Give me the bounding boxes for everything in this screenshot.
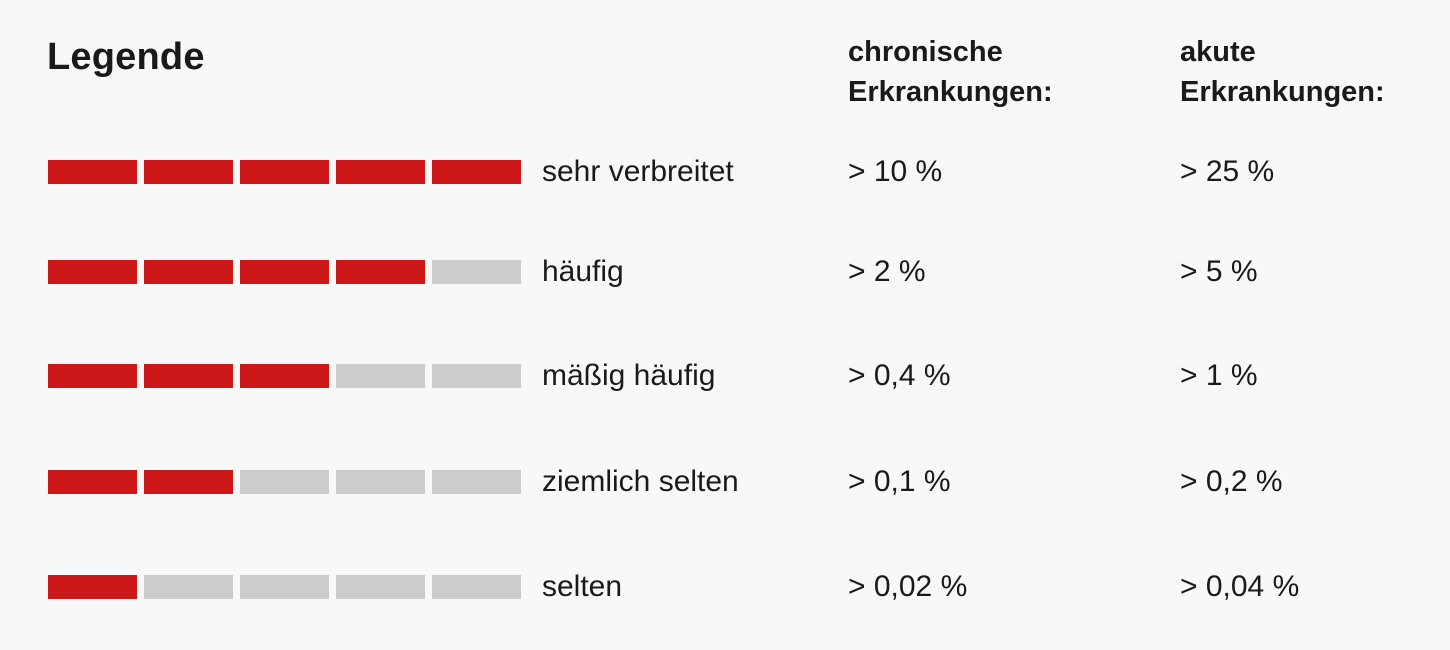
frequency-bar	[48, 470, 521, 494]
acute-threshold: > 0,04 %	[1180, 570, 1300, 603]
column-header-chronic-line1: chronische	[848, 36, 1003, 68]
chronic-threshold: > 0,1 %	[848, 465, 951, 498]
chronic-threshold: > 0,4 %	[848, 359, 951, 392]
chronic-threshold: > 10 %	[848, 155, 943, 188]
bar-segment-filled	[144, 160, 233, 184]
bar-segment-filled	[48, 575, 137, 599]
bar-segment-filled	[48, 260, 137, 284]
legend-row: mäßig häufig > 0,4 % > 1 %	[0, 346, 1450, 406]
chronic-threshold: > 2 %	[848, 255, 926, 288]
column-header-chronic: chronische Erkrankungen:	[848, 32, 1053, 112]
bar-segment-filled	[336, 160, 425, 184]
frequency-label: sehr verbreitet	[542, 155, 734, 188]
legend-row: selten > 0,02 % > 0,04 %	[0, 557, 1450, 617]
bar-segment-empty	[432, 260, 521, 284]
bar-segment-filled	[144, 260, 233, 284]
frequency-label: häufig	[542, 255, 624, 288]
bar-segment-filled	[144, 470, 233, 494]
bar-segment-empty	[240, 470, 329, 494]
bar-segment-empty	[240, 575, 329, 599]
bar-segment-filled	[240, 364, 329, 388]
bar-segment-filled	[240, 160, 329, 184]
bar-segment-filled	[240, 260, 329, 284]
column-header-acute-line2: Erkrankungen:	[1180, 76, 1385, 108]
legend-row: sehr verbreitet > 10 % > 25 %	[0, 142, 1450, 202]
bar-segment-filled	[144, 364, 233, 388]
chronic-threshold: > 0,02 %	[848, 570, 968, 603]
frequency-bar	[48, 260, 521, 284]
column-header-acute: akute Erkrankungen:	[1180, 32, 1385, 112]
frequency-label: mäßig häufig	[542, 359, 716, 392]
legend-title: Legende	[47, 36, 205, 78]
column-header-chronic-line2: Erkrankungen:	[848, 76, 1053, 108]
bar-segment-empty	[144, 575, 233, 599]
bar-segment-empty	[336, 575, 425, 599]
bar-segment-filled	[48, 160, 137, 184]
acute-threshold: > 0,2 %	[1180, 465, 1283, 498]
frequency-bar	[48, 160, 521, 184]
bar-segment-empty	[336, 470, 425, 494]
acute-threshold: > 5 %	[1180, 255, 1258, 288]
acute-threshold: > 25 %	[1180, 155, 1275, 188]
bar-segment-filled	[432, 160, 521, 184]
bar-segment-empty	[432, 575, 521, 599]
frequency-label: ziemlich selten	[542, 465, 739, 498]
frequency-bar	[48, 364, 521, 388]
acute-threshold: > 1 %	[1180, 359, 1258, 392]
frequency-label: selten	[542, 570, 623, 603]
bar-segment-empty	[336, 364, 425, 388]
column-header-acute-line1: akute	[1180, 36, 1256, 68]
bar-segment-filled	[48, 470, 137, 494]
bar-segment-filled	[48, 364, 137, 388]
bar-segment-empty	[432, 470, 521, 494]
legend-row: häufig > 2 % > 5 %	[0, 242, 1450, 302]
bar-segment-empty	[432, 364, 521, 388]
legend-row: ziemlich selten > 0,1 % > 0,2 %	[0, 452, 1450, 512]
frequency-bar	[48, 575, 521, 599]
bar-segment-filled	[336, 260, 425, 284]
